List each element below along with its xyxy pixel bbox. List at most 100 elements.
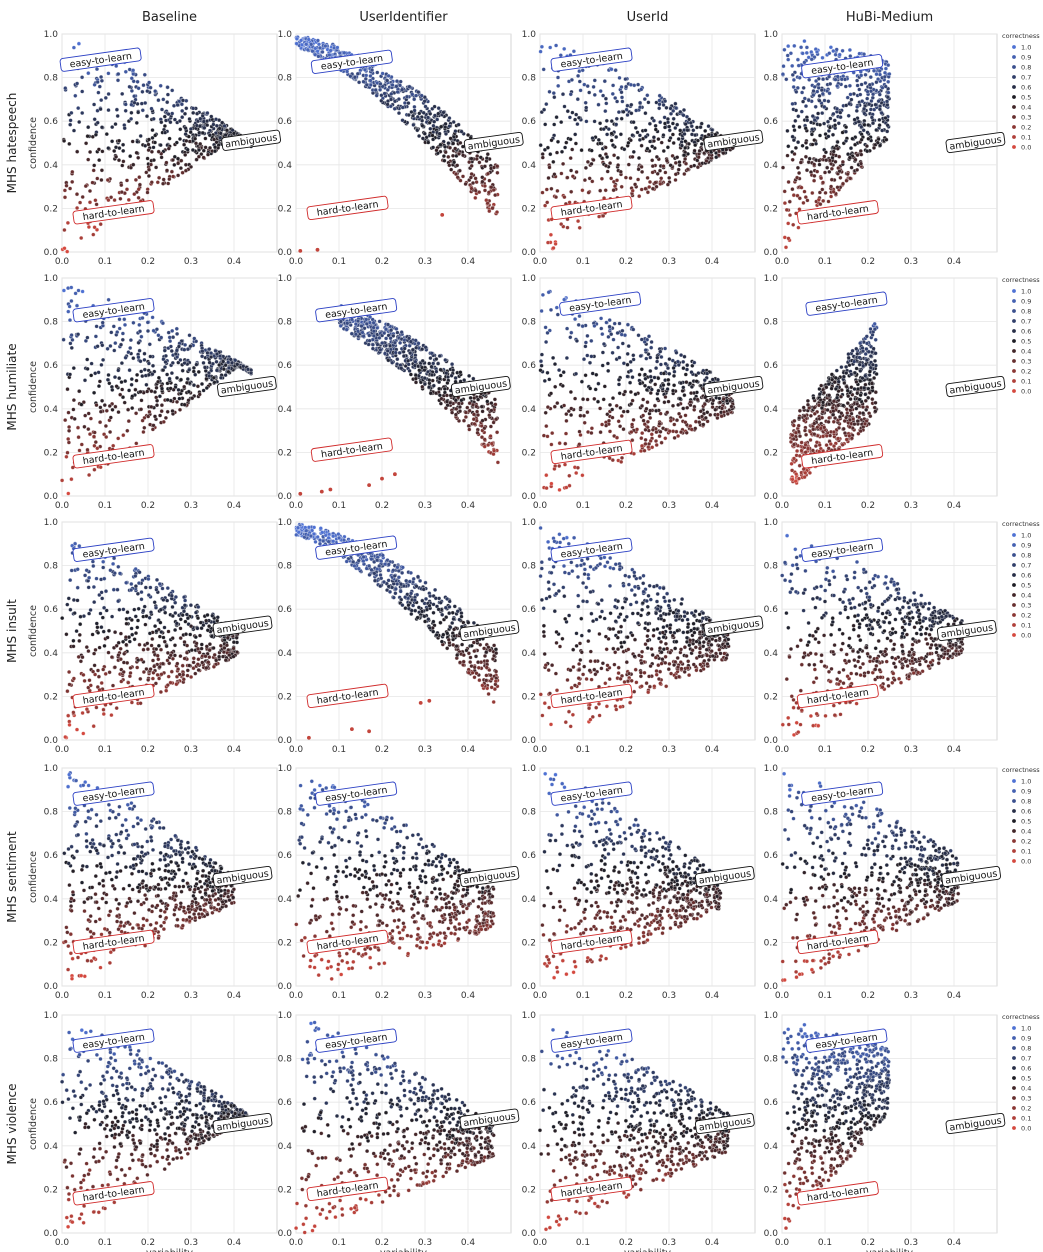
data-point (827, 125, 832, 130)
data-point (817, 98, 822, 103)
data-point (131, 71, 136, 77)
data-point (446, 141, 451, 146)
data-point (576, 219, 581, 224)
data-point (587, 90, 592, 95)
data-point (145, 389, 150, 394)
data-point (178, 127, 183, 132)
data-point (648, 368, 653, 374)
data-point (445, 374, 451, 380)
data-point (87, 200, 93, 205)
data-point (673, 172, 678, 177)
data-point (131, 320, 136, 325)
data-point (88, 416, 93, 421)
data-point (152, 140, 158, 145)
data-point (816, 82, 821, 87)
data-point (200, 354, 205, 359)
data-point (628, 380, 633, 385)
data-point (599, 326, 604, 331)
data-point (630, 422, 635, 427)
data-point (412, 363, 417, 368)
data-point (62, 188, 67, 193)
data-point (653, 180, 658, 185)
data-point (459, 129, 464, 134)
data-point (131, 79, 136, 84)
data-point (136, 355, 141, 360)
data-point (74, 303, 80, 308)
data-point (564, 412, 569, 417)
data-point (178, 166, 183, 171)
data-point (848, 92, 853, 97)
data-point (800, 143, 805, 148)
data-point (440, 213, 445, 217)
data-point (161, 97, 166, 102)
data-point (688, 423, 693, 429)
data-point (154, 165, 159, 170)
data-point (419, 93, 424, 98)
data-point (595, 399, 601, 404)
data-point (569, 406, 574, 411)
x-tick-label: 0.0 (289, 257, 304, 267)
data-point (158, 143, 163, 148)
data-point (645, 419, 650, 424)
data-point (811, 88, 816, 94)
data-point (147, 342, 152, 347)
data-point (131, 356, 136, 361)
data-point (212, 137, 217, 142)
data-point (457, 404, 462, 410)
data-point (202, 125, 207, 130)
data-point (645, 175, 650, 180)
data-point (835, 139, 840, 145)
data-point (120, 337, 125, 342)
data-point (831, 149, 836, 154)
data-point (591, 157, 596, 163)
data-point (863, 72, 868, 77)
data-point (190, 147, 195, 153)
data-point (706, 124, 711, 129)
data-point (630, 188, 635, 193)
data-point (93, 440, 98, 445)
data-point (871, 145, 877, 150)
data-point (214, 351, 220, 357)
data-point (73, 93, 78, 98)
data-point (574, 338, 579, 343)
data-point (558, 53, 563, 58)
data-point (598, 406, 603, 411)
data-point (430, 133, 435, 138)
y-tick-label: 0.4 (764, 161, 779, 171)
data-point (113, 341, 118, 346)
data-point (623, 175, 628, 180)
data-point (592, 119, 597, 124)
data-point (76, 106, 81, 111)
data-point (815, 89, 820, 94)
data-point (585, 159, 590, 164)
data-point (812, 173, 817, 178)
data-point (392, 99, 398, 104)
data-point (719, 414, 724, 419)
data-point (844, 364, 849, 369)
y-tick-label: 0.0 (522, 492, 537, 502)
data-point (126, 350, 131, 355)
data-point (870, 397, 875, 402)
data-point (114, 107, 119, 112)
data-point (644, 356, 649, 361)
data-point (316, 54, 321, 59)
data-point (493, 193, 498, 198)
data-point (692, 407, 697, 412)
data-point (149, 389, 154, 394)
data-point (710, 377, 715, 382)
data-point (625, 103, 630, 108)
data-point (367, 338, 372, 343)
data-point (585, 410, 590, 415)
y-tick-label: 0.8 (278, 74, 293, 84)
data-point (538, 359, 544, 364)
data-point (539, 352, 544, 357)
y-tick-label: 0.6 (522, 117, 537, 127)
data-point (851, 91, 856, 96)
data-point (782, 47, 787, 52)
data-point (170, 360, 175, 365)
data-point (588, 386, 593, 391)
data-point (563, 441, 568, 446)
data-point (568, 335, 573, 340)
data-point (86, 157, 91, 162)
data-point (201, 360, 206, 365)
